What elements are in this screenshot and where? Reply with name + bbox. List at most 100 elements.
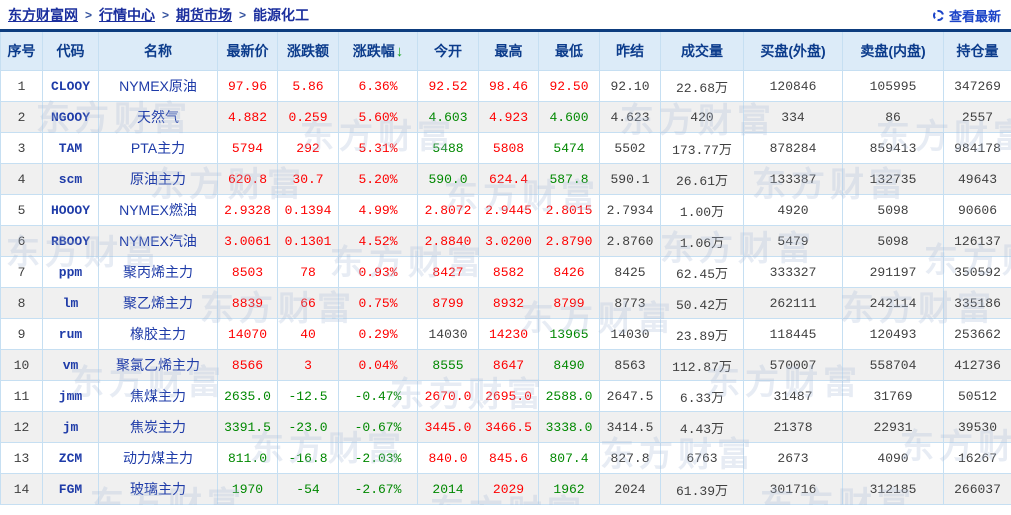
cell-name[interactable]: NYMEX燃油 xyxy=(98,194,218,226)
cell-buy: 4920 xyxy=(743,194,843,226)
cell-high: 3466.5 xyxy=(478,411,539,443)
cell-code[interactable]: lm xyxy=(42,287,99,319)
cell-vol: 26.61万 xyxy=(660,163,744,195)
cell-code[interactable]: rum xyxy=(42,318,99,350)
breadcrumb-item[interactable]: 行情中心 xyxy=(99,7,156,23)
cell-sell: 5098 xyxy=(842,225,944,257)
cell-name[interactable]: 焦煤主力 xyxy=(98,380,218,412)
cell-buy: 5479 xyxy=(743,225,843,257)
cell-chg: 292 xyxy=(277,132,339,164)
cell-serial: 11 xyxy=(0,380,43,412)
cell-name[interactable]: 聚丙烯主力 xyxy=(98,256,218,288)
breadcrumb-item[interactable]: 东方财富网 xyxy=(8,7,78,23)
cell-open: 590.0 xyxy=(417,163,479,195)
cell-name[interactable]: NYMEX原油 xyxy=(98,70,218,102)
cell-pct: 0.04% xyxy=(338,349,418,381)
cell-chg: 78 xyxy=(277,256,339,288)
cell-serial: 8 xyxy=(0,287,43,319)
cell-high: 4.923 xyxy=(478,101,539,133)
cell-high: 2695.0 xyxy=(478,380,539,412)
table-body: 1 CLOOY NYMEX原油 97.96 5.86 6.36% 92.52 98.46 92.… xyxy=(0,70,1011,505)
cell-name[interactable]: 动力煤主力 xyxy=(98,442,218,474)
cell-oi: 50512 xyxy=(943,380,1011,412)
column-header-prev[interactable]: 昨结 xyxy=(599,32,661,71)
table-row: 1 CLOOY NYMEX原油 97.96 5.86 6.36% 92.52 98.46 92.… xyxy=(0,70,1011,102)
table-row: 13 ZCM 动力煤主力 811.0 -16.8 -2.03% 840.0 845.6 807.… xyxy=(0,442,1011,474)
cell-code[interactable]: NGOOY xyxy=(42,101,99,133)
cell-code[interactable]: HOOOY xyxy=(42,194,99,226)
cell-high: 2029 xyxy=(478,473,539,505)
column-header-low[interactable]: 最低 xyxy=(538,32,600,71)
refresh-latest-button[interactable]: 查看最新 xyxy=(932,6,1001,25)
cell-code[interactable]: CLOOY xyxy=(42,70,99,102)
cell-code[interactable]: FGM xyxy=(42,473,99,505)
cell-high: 624.4 xyxy=(478,163,539,195)
breadcrumb-separator: > xyxy=(162,8,170,22)
table-row: 5 HOOOY NYMEX燃油 2.9328 0.1394 4.99% 2.8072 2.94… xyxy=(0,194,1011,226)
column-header-label: 买盘(外盘) xyxy=(760,43,826,59)
column-header-pct[interactable]: 涨跌幅↓ xyxy=(338,32,418,71)
table-top-border xyxy=(0,29,1011,32)
cell-high: 5808 xyxy=(478,132,539,164)
cell-buy: 878284 xyxy=(743,132,843,164)
cell-serial: 12 xyxy=(0,411,43,443)
cell-name[interactable]: 聚氯乙烯主力 xyxy=(98,349,218,381)
cell-code[interactable]: ppm xyxy=(42,256,99,288)
cell-last: 97.96 xyxy=(217,70,278,102)
cell-name[interactable]: 原油主力 xyxy=(98,163,218,195)
top-bar: 东方财富网 > 行情中心 > 期货市场 > 能源化工 查看最新 xyxy=(0,0,1011,28)
cell-open: 92.52 xyxy=(417,70,479,102)
cell-serial: 6 xyxy=(0,225,43,257)
cell-sell: 4090 xyxy=(842,442,944,474)
column-header-code[interactable]: 代码 xyxy=(42,32,99,71)
cell-open: 2.8840 xyxy=(417,225,479,257)
column-header-name[interactable]: 名称 xyxy=(98,32,218,71)
cell-serial: 10 xyxy=(0,349,43,381)
column-header-open[interactable]: 今开 xyxy=(417,32,479,71)
cell-oi: 253662 xyxy=(943,318,1011,350)
cell-name[interactable]: NYMEX汽油 xyxy=(98,225,218,257)
table-row: 8 lm 聚乙烯主力 8839 66 0.75% 8799 8932 8799 8773 50.42… xyxy=(0,287,1011,319)
cell-name[interactable]: 玻璃主力 xyxy=(98,473,218,505)
column-header-label: 最低 xyxy=(555,43,583,59)
column-header-buy[interactable]: 买盘(外盘) xyxy=(743,32,843,71)
cell-name[interactable]: 聚乙烯主力 xyxy=(98,287,218,319)
cell-name[interactable]: 天然气 xyxy=(98,101,218,133)
cell-name[interactable]: 橡胶主力 xyxy=(98,318,218,350)
column-header-last[interactable]: 最新价 xyxy=(217,32,278,71)
column-header-high[interactable]: 最高 xyxy=(478,32,539,71)
breadcrumb-item[interactable]: 期货市场 xyxy=(176,7,233,23)
cell-oi: 16267 xyxy=(943,442,1011,474)
cell-buy: 333327 xyxy=(743,256,843,288)
column-header-oi[interactable]: 持仓量 xyxy=(943,32,1011,71)
cell-low: 587.8 xyxy=(538,163,600,195)
cell-vol: 50.42万 xyxy=(660,287,744,319)
cell-name[interactable]: PTA主力 xyxy=(98,132,218,164)
column-header-serial[interactable]: 序号 xyxy=(0,32,43,71)
cell-code[interactable]: jmm xyxy=(42,380,99,412)
cell-code[interactable]: RBOOY xyxy=(42,225,99,257)
column-header-chg[interactable]: 涨跌额 xyxy=(277,32,339,71)
column-header-sell[interactable]: 卖盘(内盘) xyxy=(842,32,944,71)
cell-code[interactable]: TAM xyxy=(42,132,99,164)
cell-buy: 118445 xyxy=(743,318,843,350)
column-header-label: 卖盘(内盘) xyxy=(860,43,926,59)
cell-chg: 0.259 xyxy=(277,101,339,133)
table-row: 3 TAM PTA主力 5794 292 5.31% 5488 5808 5474 5502 173… xyxy=(0,132,1011,164)
cell-code[interactable]: ZCM xyxy=(42,442,99,474)
cell-high: 98.46 xyxy=(478,70,539,102)
cell-code[interactable]: scm xyxy=(42,163,99,195)
cell-last: 8503 xyxy=(217,256,278,288)
cell-vol: 61.39万 xyxy=(660,473,744,505)
cell-sell: 558704 xyxy=(842,349,944,381)
cell-buy: 262111 xyxy=(743,287,843,319)
cell-vol: 1.00万 xyxy=(660,194,744,226)
cell-open: 5488 xyxy=(417,132,479,164)
cell-code[interactable]: vm xyxy=(42,349,99,381)
column-header-vol[interactable]: 成交量 xyxy=(660,32,744,71)
cell-sell: 291197 xyxy=(842,256,944,288)
cell-name[interactable]: 焦炭主力 xyxy=(98,411,218,443)
cell-vol: 173.77万 xyxy=(660,132,744,164)
cell-code[interactable]: jm xyxy=(42,411,99,443)
cell-serial: 13 xyxy=(0,442,43,474)
